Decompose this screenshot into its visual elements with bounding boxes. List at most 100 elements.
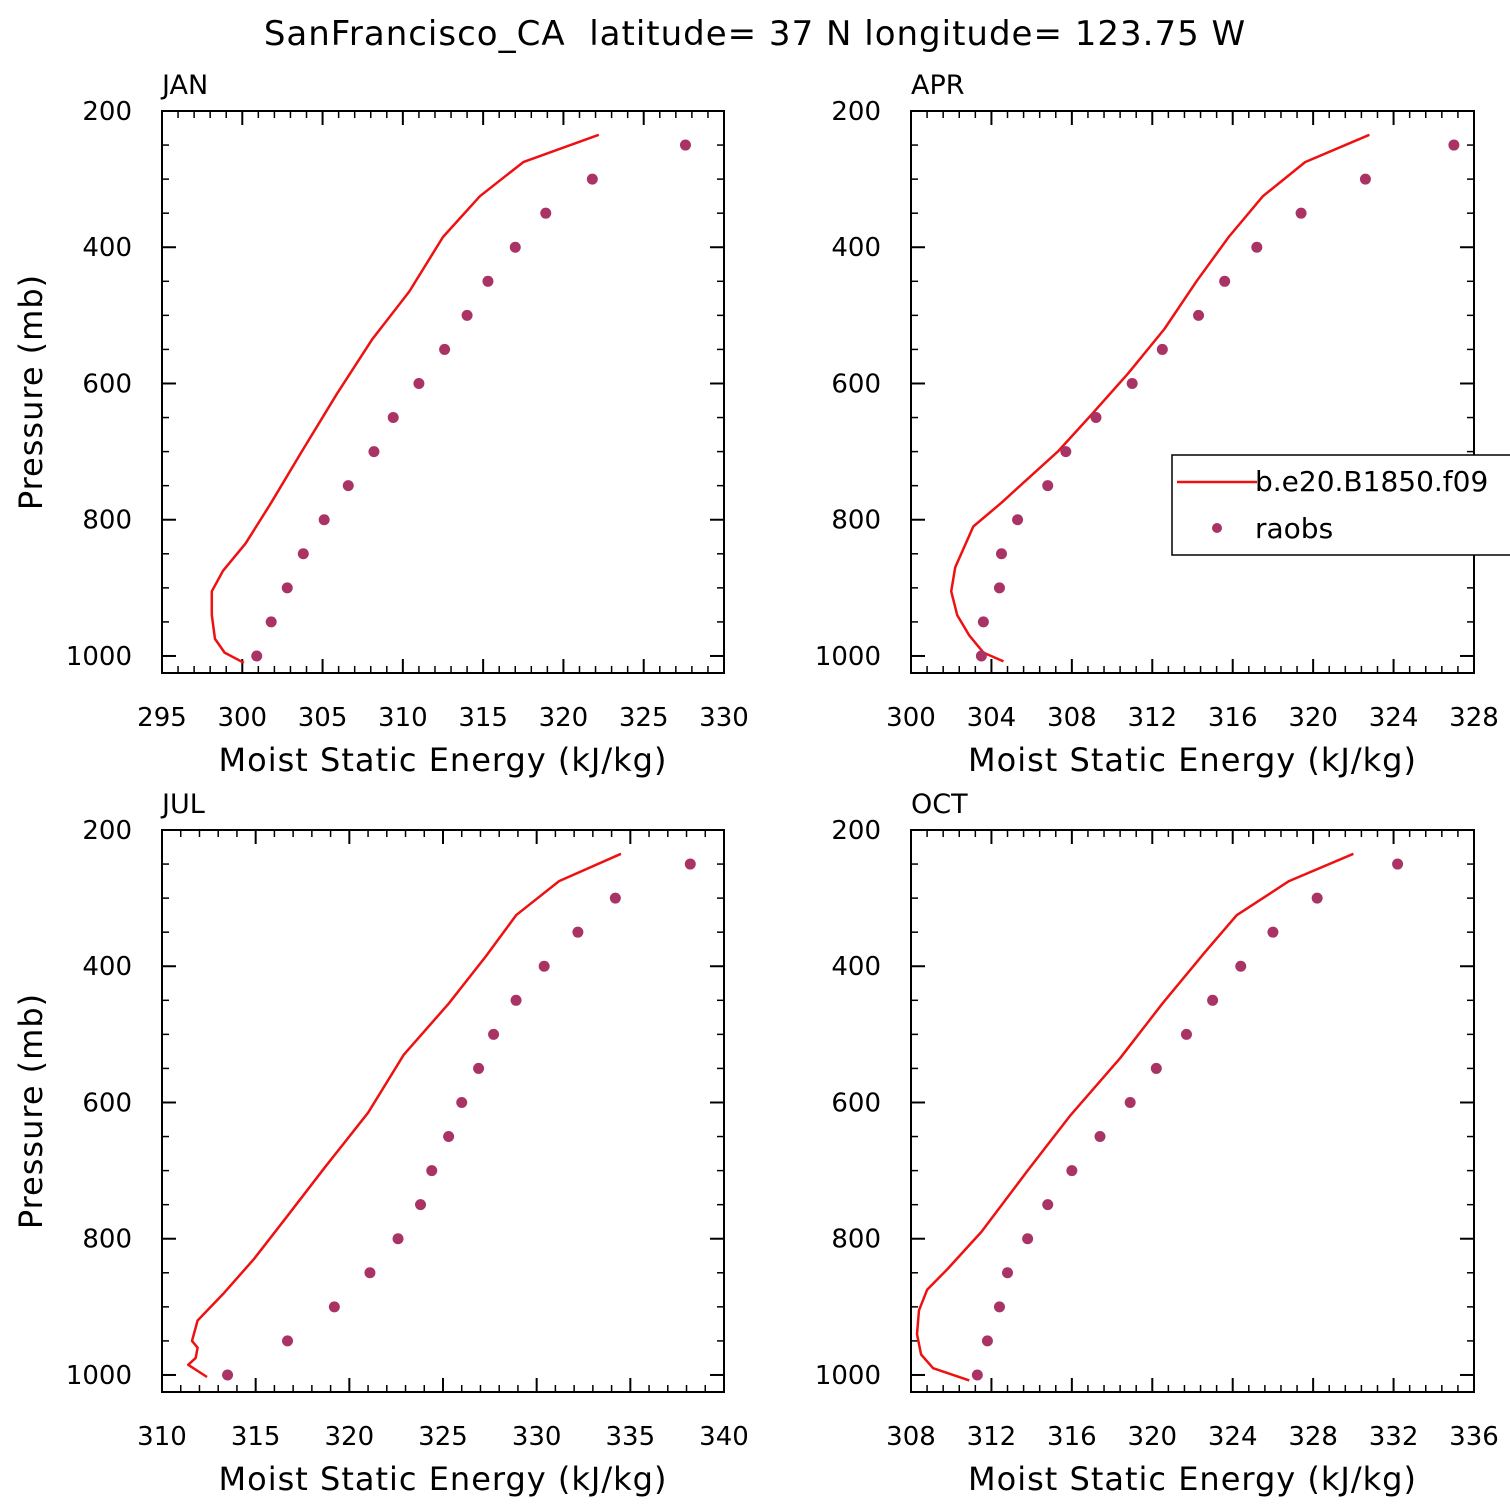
raobs-point xyxy=(609,892,621,904)
raobs-point xyxy=(977,616,989,628)
model-profile-line xyxy=(210,133,600,664)
raobs-point xyxy=(975,650,987,662)
raobs-point xyxy=(1022,1233,1034,1245)
raobs-point xyxy=(415,1199,427,1211)
y-tick-label: 200 xyxy=(82,97,132,127)
x-tick-label: 320 xyxy=(325,1422,375,1452)
x-axis-label: Moist Static Energy (kJ/kg) xyxy=(968,741,1417,779)
raobs-point xyxy=(586,173,598,185)
raobs-point xyxy=(488,1028,500,1040)
x-axis-label: Moist Static Energy (kJ/kg) xyxy=(968,1460,1417,1498)
raobs-point xyxy=(1156,343,1168,355)
panel-apr: 300 304 308 312 316 320 324 328 200 400 600 800 1000… xyxy=(815,70,1499,779)
raobs-point xyxy=(538,960,550,972)
raobs-point xyxy=(1124,1096,1136,1108)
x-tick-label: 328 xyxy=(1288,1422,1338,1452)
legend-raobs-label: raobs xyxy=(1255,512,1333,545)
raobs-point xyxy=(364,1267,376,1279)
x-tick-label: 295 xyxy=(137,703,187,733)
raobs-point xyxy=(1042,480,1054,492)
y-tick-label: 600 xyxy=(831,369,881,399)
raobs-point xyxy=(1180,1028,1192,1040)
raobs-point xyxy=(1002,1267,1014,1279)
raobs-point xyxy=(1042,1199,1054,1211)
raobs-point xyxy=(1448,139,1460,151)
plot-frame xyxy=(910,829,1475,1393)
panel-jan: 295 300 305 310 315 320 325 330 200 400 600 800 1000… xyxy=(12,70,749,779)
y-tick-label: 600 xyxy=(82,1088,132,1118)
x-tick-label: 300 xyxy=(886,703,936,733)
raobs-point xyxy=(222,1369,234,1381)
raobs-point xyxy=(1012,514,1024,526)
plot-frame xyxy=(910,110,1475,674)
legend-raobs-marker xyxy=(1212,523,1222,533)
raobs-point xyxy=(251,650,263,662)
x-tick-label: 336 xyxy=(1449,1422,1499,1452)
x-tick-label: 328 xyxy=(1449,703,1499,733)
y-tick-label: 1000 xyxy=(66,642,132,672)
raobs-point xyxy=(1193,309,1205,321)
y-axis-label: Pressure (mb) xyxy=(12,993,50,1229)
y-tick-label: 400 xyxy=(831,233,881,263)
y-tick-label: 400 xyxy=(82,233,132,263)
panel-oct: 308 312 316 320 324 328 332 336 200 400 600 800 1000… xyxy=(815,789,1499,1498)
raobs-point xyxy=(328,1301,340,1313)
x-tick-label: 312 xyxy=(967,1422,1017,1452)
x-axis-label: Moist Static Energy (kJ/kg) xyxy=(219,741,668,779)
raobs-point xyxy=(426,1165,438,1177)
x-tick-label: 325 xyxy=(418,1422,468,1452)
x-tick-label: 320 xyxy=(539,703,589,733)
raobs-point xyxy=(1359,173,1371,185)
raobs-point xyxy=(461,309,473,321)
x-tick-label: 325 xyxy=(619,703,669,733)
x-tick-label: 308 xyxy=(886,1422,936,1452)
x-tick-label: 315 xyxy=(231,1422,281,1452)
plot-frame xyxy=(161,829,725,1393)
y-tick-label: 800 xyxy=(82,1225,132,1255)
model-profile-line xyxy=(915,852,1354,1382)
y-tick-label: 200 xyxy=(831,816,881,846)
raobs-point xyxy=(1066,1165,1078,1177)
y-tick-label: 800 xyxy=(831,1225,881,1255)
raobs-point xyxy=(1235,960,1247,972)
x-tick-label: 332 xyxy=(1369,1422,1419,1452)
raobs-point xyxy=(473,1062,485,1074)
raobs-point xyxy=(540,207,552,219)
raobs-point xyxy=(282,1335,294,1347)
raobs-point xyxy=(1219,275,1231,287)
panel-title: APR xyxy=(911,70,965,101)
raobs-point xyxy=(1094,1131,1106,1143)
raobs-point xyxy=(509,241,521,253)
raobs-point xyxy=(392,1233,404,1245)
x-tick-label: 305 xyxy=(298,703,348,733)
panel-title: OCT xyxy=(911,789,968,820)
x-tick-label: 330 xyxy=(512,1422,562,1452)
raobs-point xyxy=(368,446,380,458)
raobs-point xyxy=(981,1335,993,1347)
raobs-point xyxy=(413,377,425,389)
x-tick-label: 324 xyxy=(1208,1422,1258,1452)
y-tick-label: 600 xyxy=(831,1088,881,1118)
y-tick-label: 1000 xyxy=(66,1361,132,1391)
raobs-point xyxy=(456,1096,468,1108)
y-tick-label: 1000 xyxy=(815,642,881,672)
y-tick-label: 400 xyxy=(831,952,881,982)
x-tick-label: 308 xyxy=(1047,703,1097,733)
raobs-point xyxy=(443,1131,455,1143)
raobs-point xyxy=(1207,994,1219,1006)
raobs-point xyxy=(281,582,293,594)
raobs-point xyxy=(265,616,277,628)
legend-model-label: b.e20.B1850.f09 xyxy=(1255,465,1488,498)
x-axis-label: Moist Static Energy (kJ/kg) xyxy=(219,1460,668,1498)
raobs-point xyxy=(1090,412,1102,424)
x-tick-label: 315 xyxy=(458,703,508,733)
raobs-point xyxy=(342,480,354,492)
panel-jul: 310 315 320 325 330 335 340 200 400 600 800 1000 JUL… xyxy=(12,789,749,1498)
raobs-point xyxy=(1311,892,1323,904)
y-tick-label: 800 xyxy=(82,506,132,536)
x-tick-label: 335 xyxy=(606,1422,656,1452)
x-tick-label: 310 xyxy=(378,703,428,733)
y-tick-label: 200 xyxy=(831,97,881,127)
raobs-point xyxy=(387,412,399,424)
y-tick-label: 400 xyxy=(82,952,132,982)
